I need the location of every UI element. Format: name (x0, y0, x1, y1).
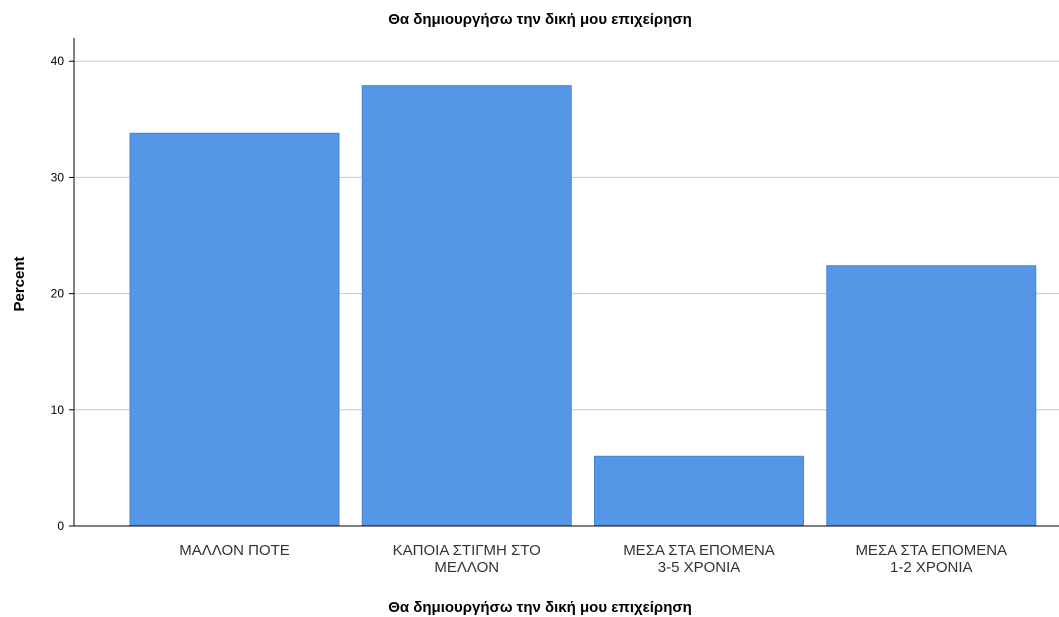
x-category-label-3: ΜΕΣΑ ΣΤΑ ΕΠΟΜΕΝΑ 1-2 ΧΡΟΝΙΑ (855, 542, 1007, 576)
axes: 0 10 20 30 40 ΜΑΛΛΟΝ ΠΟΤΕ ΚΑΠΟΙΑ ΣΤΙΓΜΗ ΣΤΟ ΜΕΛ… (51, 38, 1059, 576)
chart-title: Θα δημιουργήσω την δική μου επιχείρηση (388, 11, 692, 28)
y-tick-label: 20 (51, 287, 65, 301)
x-category-line: 3-5 ΧΡΟΝΙΑ (658, 559, 741, 576)
x-category-line: ΜΕΛΛΟΝ (434, 559, 499, 576)
y-tick-label: 10 (51, 403, 65, 417)
y-tick-label: 0 (57, 519, 64, 533)
x-category-line: ΜΕΣΑ ΣΤΑ ΕΠΟΜΕΝΑ (855, 542, 1007, 559)
bar-2 (594, 455, 805, 527)
y-tick-label: 30 (51, 170, 65, 184)
y-axis-label: Percent (11, 256, 28, 311)
bar-3 (826, 265, 1037, 527)
x-category-label-2: ΜΕΣΑ ΣΤΑ ΕΠΟΜΕΝΑ 3-5 ΧΡΟΝΙΑ (623, 542, 775, 576)
y-tick-label: 40 (51, 54, 65, 68)
x-category-label-0: ΜΑΛΛΟΝ ΠΟΤΕ (179, 542, 290, 559)
x-category-line: ΜΑΛΛΟΝ ΠΟΤΕ (179, 542, 290, 559)
x-category-line: ΚΑΠΟΙΑ ΣΤΙΓΜΗ ΣΤΟ (393, 542, 541, 559)
x-category-line: 1-2 ΧΡΟΝΙΑ (890, 559, 973, 576)
bars (129, 85, 1037, 527)
chart-labels: Θα δημιουργήσω την δική μου επιχείρηση Θ… (11, 11, 692, 616)
x-category-label-1: ΚΑΠΟΙΑ ΣΤΙΓΜΗ ΣΤΟ ΜΕΛΛΟΝ (393, 542, 541, 576)
x-axis-label: Θα δημιουργήσω την δική μου επιχείρηση (388, 599, 692, 616)
bar-0 (129, 132, 340, 527)
bar-1 (361, 85, 572, 527)
x-category-line: ΜΕΣΑ ΣΤΑ ΕΠΟΜΕΝΑ (623, 542, 775, 559)
